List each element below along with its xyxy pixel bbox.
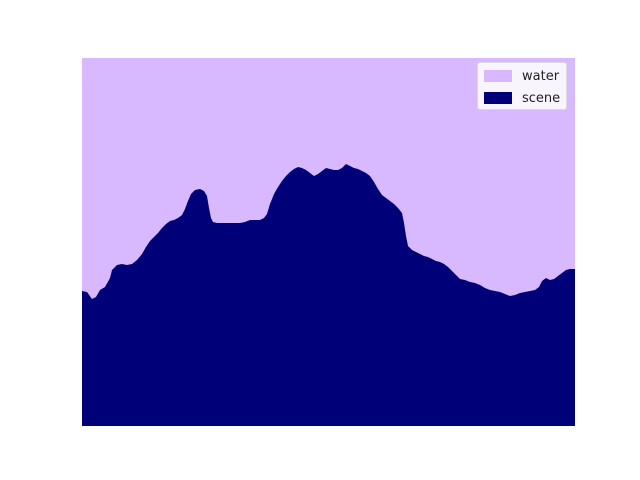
legend-item-water: water xyxy=(484,68,559,84)
legend-item-scene: scene xyxy=(484,90,560,106)
legend-label-scene: scene xyxy=(522,90,561,106)
water-swatch-icon xyxy=(484,70,512,82)
mask-svg xyxy=(82,58,575,426)
legend: water scene xyxy=(477,62,567,110)
segmentation-mask xyxy=(82,58,575,426)
scene-region xyxy=(82,164,575,426)
scene-swatch-icon xyxy=(484,92,512,104)
legend-label-water: water xyxy=(522,68,560,84)
